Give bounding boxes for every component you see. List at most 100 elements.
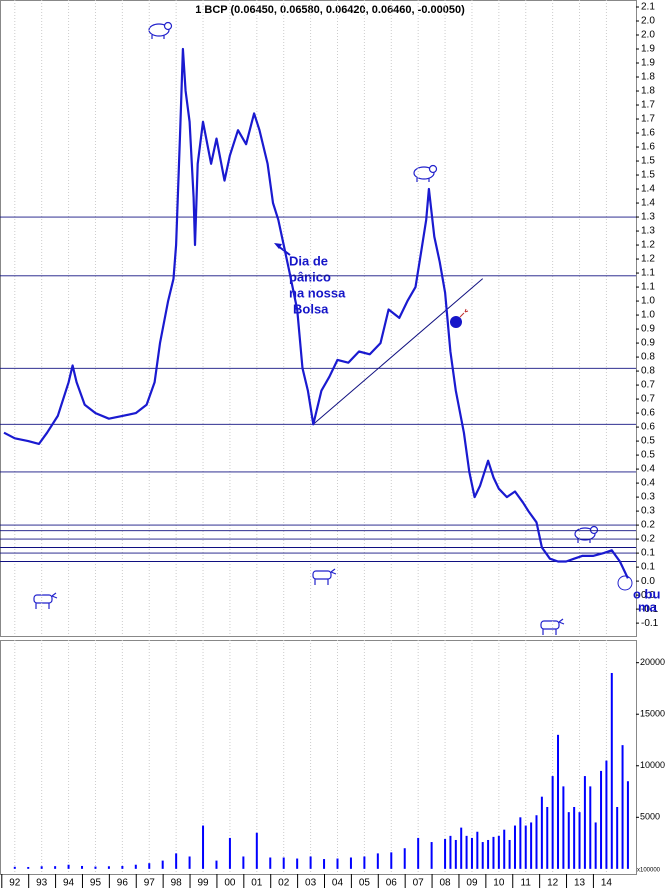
y-tick-label: 0.2 [641, 534, 655, 545]
volume-bar [188, 856, 191, 869]
volume-bar [583, 776, 586, 869]
y-tick-label: 0.3 [641, 506, 655, 517]
volume-bar [519, 817, 522, 869]
y-tick-label: 1.2 [641, 254, 655, 265]
volume-bar [562, 786, 565, 869]
volume-bar [282, 857, 285, 869]
y-tick-label: 0.5 [641, 436, 655, 447]
volume-bar [444, 838, 447, 869]
x-tick-label: 92 [9, 878, 21, 889]
volume-bar [513, 825, 516, 869]
x-tick-label: 07 [413, 878, 425, 889]
volume-bar [148, 863, 151, 869]
bomb-icon [450, 308, 469, 328]
y-tick-label: 1.8 [641, 86, 655, 97]
y-tick-label: 0.9 [641, 338, 655, 349]
y-tick-label: 0.3 [641, 492, 655, 503]
chart-title: 1 BCP (0.06450, 0.06580, 0.06420, 0.0646… [195, 4, 465, 16]
volume-bar [600, 770, 603, 869]
volume-bar [242, 856, 245, 869]
y-tick-label: 1.6 [641, 128, 655, 139]
cut-note: o bu [633, 586, 660, 601]
x-tick-label: 98 [171, 878, 183, 889]
y-tick-label: 0.9 [641, 324, 655, 335]
volume-bar [121, 865, 124, 869]
y-tick-label: 0.0 [641, 576, 655, 587]
volume-bar [390, 852, 393, 869]
annotation-line: Bolsa [293, 301, 329, 316]
volume-bar [215, 860, 218, 869]
x-tick-label: 00 [224, 878, 236, 889]
circle-note [617, 575, 633, 591]
volume-bar [594, 822, 597, 869]
volume-bar [465, 835, 468, 869]
volume-bar [605, 760, 608, 869]
volume-bar [27, 866, 30, 869]
volume-bar [323, 859, 326, 869]
bull-icons [33, 568, 565, 635]
y-tick-label: 1.1 [641, 268, 655, 279]
x-tick-label: 06 [386, 878, 398, 889]
y-tick-label: 1.5 [641, 170, 655, 181]
volume-bar [546, 806, 549, 869]
volume-bar [551, 776, 554, 869]
y-tick-label: 10000 [640, 760, 665, 770]
volume-bar [202, 825, 205, 869]
volume-bar [626, 781, 629, 869]
y-tick-label: 1.4 [641, 198, 655, 209]
volume-unit: x100000 [637, 868, 661, 874]
x-tick-label: 08 [440, 878, 452, 889]
volume-bar [610, 672, 613, 869]
volume-bar [470, 837, 473, 869]
volume-bar [557, 734, 560, 869]
volume-bar [578, 812, 581, 869]
y-tick-label: 1.3 [641, 226, 655, 237]
x-tick-label: 09 [466, 878, 478, 889]
y-tick-label: 0.8 [641, 352, 655, 363]
volume-bar [530, 822, 533, 869]
volume-bar [503, 829, 506, 869]
volume-bar [589, 786, 592, 869]
y-tick-label: 1.1 [641, 282, 655, 293]
volume-bar [476, 831, 479, 869]
y-tick-label: 0.1 [641, 562, 655, 573]
x-tick-label: 05 [359, 878, 371, 889]
volume-bar [94, 866, 97, 869]
volume-bar [309, 856, 312, 869]
y-tick-label: 1.0 [641, 296, 655, 307]
y-tick-label: -0.1 [641, 604, 659, 615]
y-tick-label: 1.9 [641, 58, 655, 69]
y-tick-label: 0.1 [641, 548, 655, 559]
volume-bar [497, 835, 500, 869]
x-tick-label: 02 [278, 878, 290, 889]
x-tick-label: 12 [547, 878, 559, 889]
y-tick-label: 0.6 [641, 408, 655, 419]
volume-bar [540, 796, 543, 869]
volume-bar [454, 839, 457, 869]
volume-bar [616, 806, 619, 869]
panic-arrow [274, 243, 291, 256]
volume-bar [175, 853, 178, 869]
volume-bar [296, 858, 299, 869]
volume-bar [228, 837, 231, 869]
x-tick-label: 13 [574, 878, 586, 889]
x-tick-label: 04 [332, 878, 344, 889]
y-tick-label: 0.7 [641, 394, 655, 405]
volume-bar [376, 853, 379, 869]
y-tick-label: 1.2 [641, 240, 655, 251]
y-tick-label: 1.0 [641, 310, 655, 321]
volume-frame [0, 640, 637, 875]
price-frame [0, 0, 637, 637]
x-tick-label: 14 [601, 878, 613, 889]
y-tick-label: 20000 [640, 657, 665, 667]
y-tick-label: 1.9 [641, 44, 655, 55]
x-tick-label: 95 [90, 878, 102, 889]
y-tick-label: 2.1 [641, 2, 655, 13]
y-tick-label: 2.0 [641, 30, 655, 41]
volume-bar [81, 865, 84, 869]
volume-bar [269, 857, 272, 869]
volume-bar [573, 806, 576, 869]
annotation-line: pânico [289, 269, 331, 284]
